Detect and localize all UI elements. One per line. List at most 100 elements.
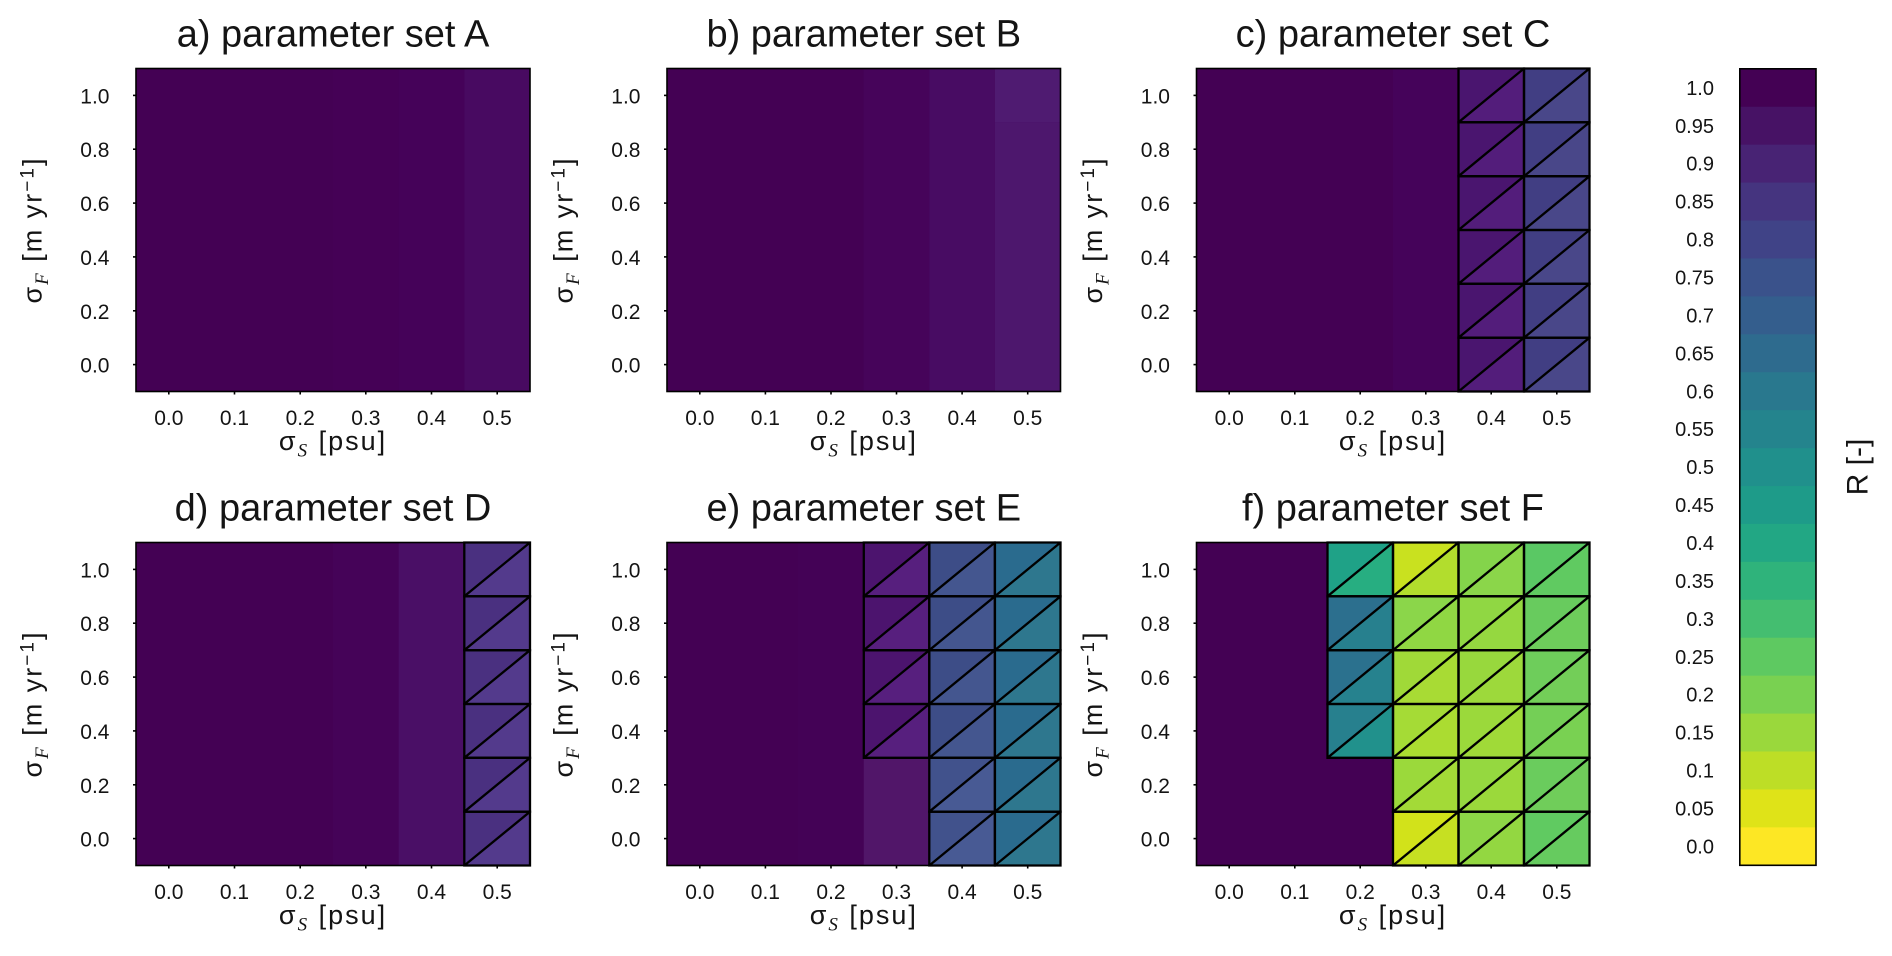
svg-text:0.0: 0.0 (611, 829, 640, 852)
svg-text:0.5: 0.5 (1542, 407, 1571, 430)
svg-text:0.8: 0.8 (80, 139, 109, 162)
svg-text:0.55: 0.55 (1675, 419, 1714, 441)
svg-text:0.6: 0.6 (611, 193, 640, 216)
svg-text:0.6: 0.6 (1686, 381, 1714, 403)
svg-text:σS [psu]: σS [psu] (1339, 426, 1447, 462)
svg-text:0.05: 0.05 (1675, 799, 1714, 821)
svg-text:0.4: 0.4 (611, 721, 641, 744)
svg-text:0.2: 0.2 (286, 881, 315, 904)
svg-text:0.35: 0.35 (1675, 571, 1714, 593)
svg-text:0.0: 0.0 (1686, 836, 1714, 858)
svg-text:0.0: 0.0 (1215, 881, 1244, 904)
svg-text:0.2: 0.2 (1141, 301, 1170, 324)
svg-text:0.2: 0.2 (611, 775, 640, 798)
svg-text:f) parameter set F: f) parameter set F (1242, 488, 1544, 530)
svg-text:0.2: 0.2 (611, 301, 640, 324)
svg-text:1.0: 1.0 (80, 85, 109, 108)
svg-text:0.5: 0.5 (1686, 457, 1714, 479)
svg-text:0.3: 0.3 (351, 407, 380, 430)
svg-text:0.0: 0.0 (685, 881, 714, 904)
svg-text:0.1: 0.1 (220, 881, 249, 904)
svg-text:0.95: 0.95 (1675, 116, 1714, 138)
svg-text:0.5: 0.5 (483, 407, 512, 430)
svg-text:0.2: 0.2 (1141, 775, 1170, 798)
svg-text:0.9: 0.9 (1686, 154, 1714, 176)
svg-text:0.0: 0.0 (80, 355, 109, 378)
svg-text:0.3: 0.3 (882, 407, 911, 430)
svg-text:σS [psu]: σS [psu] (810, 900, 918, 936)
svg-text:σS [psu]: σS [psu] (279, 900, 387, 936)
svg-text:0.4: 0.4 (1477, 407, 1507, 430)
svg-text:0.5: 0.5 (1013, 881, 1042, 904)
svg-text:0.4: 0.4 (80, 721, 110, 744)
svg-text:a) parameter set A: a) parameter set A (177, 14, 490, 56)
svg-text:0.0: 0.0 (685, 407, 714, 430)
svg-text:0.5: 0.5 (1013, 407, 1042, 430)
svg-text:0.75: 0.75 (1675, 268, 1714, 290)
svg-text:0.2: 0.2 (1686, 685, 1714, 707)
svg-text:0.7: 0.7 (1686, 305, 1714, 327)
svg-text:0.8: 0.8 (611, 613, 640, 636)
svg-text:0.2: 0.2 (1346, 881, 1375, 904)
svg-text:0.8: 0.8 (1141, 139, 1170, 162)
svg-text:e) parameter set E: e) parameter set E (706, 488, 1021, 530)
svg-text:0.4: 0.4 (417, 407, 447, 430)
svg-text:0.0: 0.0 (611, 355, 640, 378)
svg-text:0.0: 0.0 (1141, 829, 1170, 852)
svg-text:0.1: 0.1 (1280, 881, 1309, 904)
svg-text:0.6: 0.6 (1141, 667, 1170, 690)
svg-text:0.0: 0.0 (154, 881, 183, 904)
svg-text:σS [psu]: σS [psu] (810, 426, 918, 462)
svg-text:0.2: 0.2 (80, 301, 109, 324)
svg-text:0.6: 0.6 (1141, 193, 1170, 216)
svg-text:0.3: 0.3 (1686, 609, 1714, 631)
svg-text:0.1: 0.1 (1280, 407, 1309, 430)
svg-text:0.8: 0.8 (1141, 613, 1170, 636)
svg-text:0.6: 0.6 (80, 667, 109, 690)
svg-text:1.0: 1.0 (1686, 78, 1714, 100)
svg-text:0.45: 0.45 (1675, 495, 1714, 517)
svg-text:0.0: 0.0 (1141, 355, 1170, 378)
svg-text:d) parameter set D: d) parameter set D (175, 488, 492, 530)
svg-text:0.3: 0.3 (882, 881, 911, 904)
svg-text:0.1: 0.1 (220, 407, 249, 430)
svg-text:0.0: 0.0 (154, 407, 183, 430)
svg-text:1.0: 1.0 (1141, 85, 1170, 108)
svg-text:1.0: 1.0 (611, 559, 640, 582)
svg-text:0.5: 0.5 (1542, 881, 1571, 904)
svg-text:0.2: 0.2 (816, 881, 845, 904)
svg-text:0.4: 0.4 (80, 247, 110, 270)
svg-text:0.6: 0.6 (80, 193, 109, 216)
svg-text:0.1: 0.1 (751, 407, 780, 430)
svg-text:0.3: 0.3 (1411, 407, 1440, 430)
svg-text:b) parameter set B: b) parameter set B (706, 14, 1021, 56)
svg-text:0.4: 0.4 (947, 881, 977, 904)
svg-text:0.8: 0.8 (1686, 230, 1714, 252)
svg-text:0.6: 0.6 (611, 667, 640, 690)
svg-text:0.65: 0.65 (1675, 343, 1714, 365)
svg-text:0.1: 0.1 (751, 881, 780, 904)
svg-text:0.4: 0.4 (947, 407, 977, 430)
svg-text:1.0: 1.0 (80, 559, 109, 582)
svg-text:0.2: 0.2 (286, 407, 315, 430)
svg-text:0.2: 0.2 (80, 775, 109, 798)
svg-text:0.4: 0.4 (1141, 247, 1171, 270)
svg-text:0.4: 0.4 (417, 881, 447, 904)
svg-text:1.0: 1.0 (611, 85, 640, 108)
svg-text:0.3: 0.3 (1411, 881, 1440, 904)
svg-text:0.1: 0.1 (1686, 761, 1714, 783)
svg-text:0.8: 0.8 (80, 613, 109, 636)
svg-text:0.4: 0.4 (1477, 881, 1507, 904)
svg-text:0.4: 0.4 (611, 247, 641, 270)
svg-text:0.5: 0.5 (483, 881, 512, 904)
svg-text:R [-]: R [-] (1842, 439, 1875, 496)
svg-text:0.15: 0.15 (1675, 723, 1714, 745)
svg-text:0.85: 0.85 (1675, 192, 1714, 214)
svg-text:0.4: 0.4 (1141, 721, 1171, 744)
svg-text:0.4: 0.4 (1686, 533, 1714, 555)
svg-text:0.8: 0.8 (611, 139, 640, 162)
svg-text:0.3: 0.3 (351, 881, 380, 904)
svg-text:0.2: 0.2 (1346, 407, 1375, 430)
svg-text:σS [psu]: σS [psu] (279, 426, 387, 462)
svg-text:0.2: 0.2 (816, 407, 845, 430)
